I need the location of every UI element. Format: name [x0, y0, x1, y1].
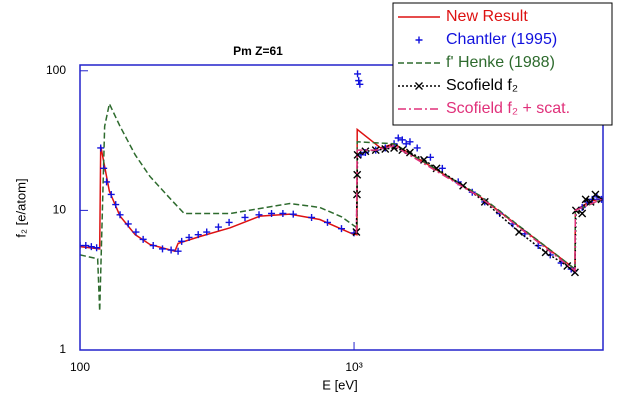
data-point	[323, 218, 331, 226]
data-point	[97, 144, 105, 152]
legend: New Result Chantler (1995) f' Henke (1988)…	[392, 2, 613, 126]
data-point	[570, 268, 579, 277]
data-point	[578, 209, 587, 218]
data-point	[361, 148, 369, 156]
data-point	[356, 80, 364, 88]
x-tick-label: 10³	[345, 360, 362, 374]
data-point	[597, 195, 603, 204]
data-point	[354, 70, 362, 78]
data-point	[413, 144, 421, 152]
x-axis-label: E [eV]	[322, 377, 357, 392]
data-point	[225, 218, 233, 226]
data-point	[581, 195, 590, 204]
legend-marker	[415, 82, 423, 90]
data-point	[103, 178, 111, 186]
data-point	[406, 138, 414, 146]
legend-label: Scofield f₂ + scat.	[446, 100, 570, 117]
data-point	[185, 233, 193, 241]
data-point	[308, 213, 316, 221]
y-axis-label: f₂ [e/atom]	[13, 178, 28, 237]
chart-title: Pm Z=61	[233, 44, 283, 58]
data-point	[107, 190, 115, 198]
data-point	[124, 220, 132, 228]
legend-label: Scofield f₂	[446, 77, 518, 94]
data-point	[158, 245, 166, 253]
data-point	[174, 247, 182, 255]
y-tick-label: 100	[46, 63, 66, 77]
y-tick-label: 1	[59, 342, 66, 356]
data-point	[194, 231, 202, 239]
data-point	[167, 246, 175, 254]
data-point	[289, 210, 297, 218]
data-point	[203, 228, 211, 236]
data-point	[268, 209, 276, 217]
legend-label: f' Henke (1988)	[446, 54, 555, 71]
legend-box	[392, 2, 613, 126]
data-point	[241, 213, 249, 221]
series-line	[355, 145, 602, 273]
data-point	[426, 153, 434, 161]
data-point	[132, 228, 140, 236]
data-point	[116, 211, 124, 219]
data-point	[405, 148, 414, 157]
data-point	[591, 190, 600, 199]
data-point	[214, 223, 222, 231]
data-point	[480, 197, 489, 206]
plot-area	[80, 70, 603, 312]
data-point	[361, 147, 370, 156]
y-tick-label: 10	[53, 203, 67, 217]
series-line	[80, 127, 603, 271]
data-point	[279, 209, 287, 217]
data-point	[402, 140, 410, 148]
data-point	[338, 225, 345, 233]
plot-frame	[79, 64, 604, 351]
data-point	[394, 134, 402, 142]
data-point	[419, 155, 428, 164]
data-point	[353, 150, 362, 159]
data-point	[563, 261, 572, 270]
data-point	[87, 243, 95, 251]
legend-marker	[415, 36, 423, 44]
data-point	[432, 164, 441, 173]
data-point	[355, 77, 363, 85]
data-point	[398, 136, 406, 144]
data-point	[438, 164, 446, 172]
x-tick-label: 100	[70, 360, 90, 374]
legend-label: New Result	[446, 8, 528, 25]
data-point	[112, 201, 120, 209]
series-line	[80, 101, 603, 312]
data-point	[139, 235, 147, 243]
data-point	[353, 170, 362, 179]
data-point	[178, 237, 186, 245]
data-point	[149, 242, 157, 250]
series-line	[355, 147, 602, 274]
data-point	[93, 244, 101, 252]
data-point	[586, 197, 595, 206]
legend-label: Chantler (1995)	[446, 31, 557, 48]
data-point	[82, 242, 90, 250]
data-point	[255, 211, 263, 219]
